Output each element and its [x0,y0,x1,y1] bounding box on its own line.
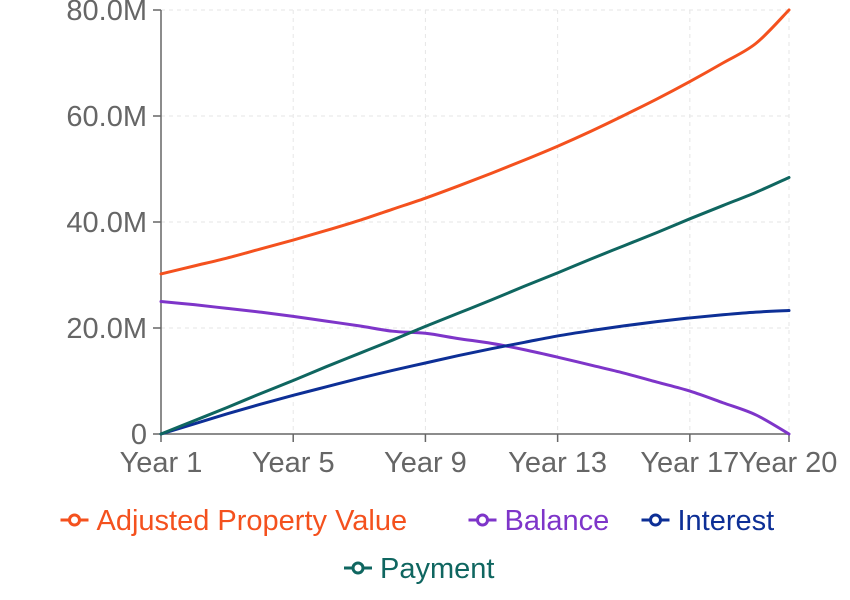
x-tick-label: Year 9 [384,447,467,479]
legend-item-balance[interactable]: Balance [468,505,610,537]
legend-label: Adjusted Property Value [97,505,408,537]
series-line-adjusted-property-value [159,8,791,276]
y-tick-label: 80.0M [66,0,147,27]
grid-lines [161,9,790,434]
tick-labels: 0 20.0M 40.0M 60.0M 80.0M Year 1 Year 5 Year 9 Y… [66,0,837,479]
legend-item-payment[interactable]: Payment [344,553,494,585]
y-tick-label: 40.0M [66,207,147,239]
series-line-payment [159,175,791,436]
x-tick-label: Year 5 [252,447,335,479]
x-tick-label: Year 17 [640,447,739,479]
x-tick-label: Year 1 [120,447,203,479]
legend-circle-marker [476,513,489,527]
x-tick-label: Year 20 [739,447,838,479]
legend-item-interest[interactable]: Interest [641,505,775,537]
legend-circle-marker [649,513,662,527]
legend[interactable]: Adjusted Property Value Balance Interest Pa… [60,505,775,585]
legend-label: Payment [380,553,494,585]
series-lines [159,8,791,436]
y-tick-label: 60.0M [66,101,147,133]
axes [153,9,790,442]
x-tick-label: Year 13 [508,447,607,479]
legend-label: Balance [505,505,610,537]
legend-item-adjusted-property-value[interactable]: Adjusted Property Value [60,505,408,537]
legend-circle-marker [351,561,365,575]
y-tick-label: 20.0M [66,313,147,345]
legend-circle-marker [68,513,81,527]
series-line-interest [159,309,791,436]
y-tick-label: 0 [131,419,147,451]
series-line-balance [159,300,791,436]
legend-label: Interest [678,505,775,537]
